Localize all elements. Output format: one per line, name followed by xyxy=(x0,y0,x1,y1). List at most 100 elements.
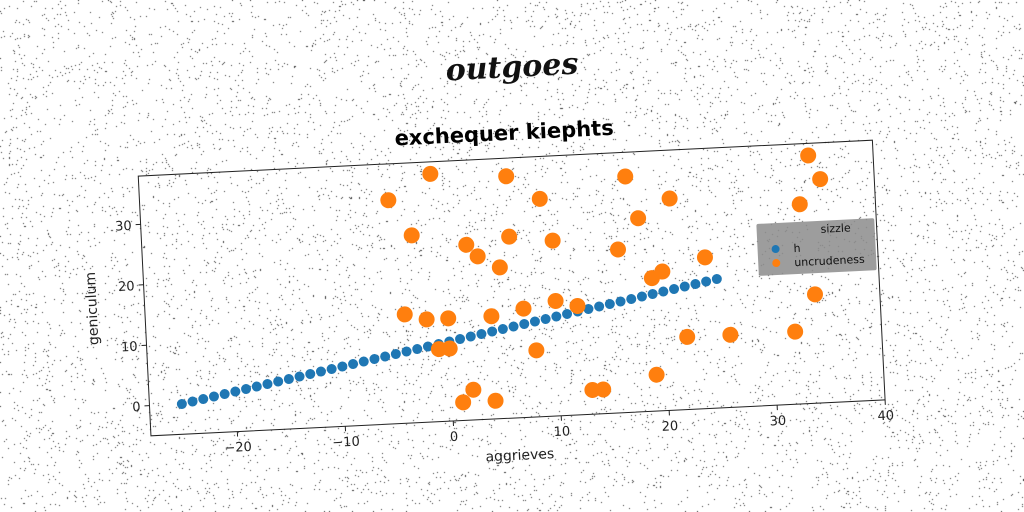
data-point-uncrudeness xyxy=(569,297,586,314)
data-point-uncrudeness xyxy=(458,236,475,253)
y-axis-label: geniculum xyxy=(83,272,103,346)
x-tick-label: 30 xyxy=(769,414,786,430)
data-point-uncrudeness xyxy=(791,196,808,213)
data-point-uncrudeness xyxy=(544,232,561,249)
series-h xyxy=(176,273,722,410)
data-point-uncrudeness xyxy=(455,394,472,411)
data-point-h xyxy=(562,308,573,319)
data-point-h xyxy=(390,349,401,360)
data-point-h xyxy=(412,344,423,355)
data-point-h xyxy=(337,361,348,372)
data-point-uncrudeness xyxy=(800,147,817,164)
data-point-uncrudeness xyxy=(661,190,678,207)
legend-marker-uncrudeness xyxy=(772,259,781,268)
data-point-uncrudeness xyxy=(630,210,647,227)
data-point-uncrudeness xyxy=(787,323,804,340)
legend-label-h: h xyxy=(793,242,801,255)
data-point-h xyxy=(455,334,466,345)
data-point-h xyxy=(219,389,230,400)
data-point-h xyxy=(348,359,359,370)
data-point-h xyxy=(669,284,680,295)
series-uncrudeness xyxy=(380,147,829,411)
axis-ticks: −20 −10 0 10 20 30 40 0 10 20 30 xyxy=(115,219,895,456)
x-tick-label: 0 xyxy=(450,430,459,445)
plot-title: exchequer kiephts xyxy=(394,116,614,151)
data-point-h xyxy=(315,366,326,377)
data-point-uncrudeness xyxy=(610,241,627,258)
data-point-h xyxy=(519,319,530,330)
data-point-uncrudeness xyxy=(403,227,420,244)
legend: sizzle h uncrudeness xyxy=(756,218,877,276)
data-point-h xyxy=(658,286,669,297)
legend-label-uncrudeness: uncrudeness xyxy=(794,253,865,269)
data-point-uncrudeness xyxy=(547,292,564,309)
data-point-uncrudeness xyxy=(483,308,500,325)
data-point-h xyxy=(583,304,594,315)
data-point-h xyxy=(476,329,487,340)
y-tick-label: 20 xyxy=(118,279,135,295)
data-point-uncrudeness xyxy=(498,168,515,185)
data-point-uncrudeness xyxy=(812,171,829,188)
data-point-h xyxy=(208,391,219,402)
data-point-h xyxy=(647,288,658,299)
data-point-h xyxy=(422,341,433,352)
data-point-uncrudeness xyxy=(491,259,508,276)
data-point-uncrudeness xyxy=(430,341,447,358)
data-point-h xyxy=(273,376,284,387)
data-point-h xyxy=(305,369,316,380)
data-point-h xyxy=(401,346,412,357)
data-point-uncrudeness xyxy=(722,326,739,343)
y-tick-label: 10 xyxy=(121,340,138,356)
data-point-uncrudeness xyxy=(648,366,665,383)
data-point-uncrudeness xyxy=(418,311,435,328)
data-point-h xyxy=(380,351,391,362)
data-point-h xyxy=(604,299,615,310)
data-point-h xyxy=(358,356,369,367)
data-point-h xyxy=(241,384,252,395)
data-point-h xyxy=(508,321,519,332)
data-point-uncrudeness xyxy=(528,342,545,359)
data-point-h xyxy=(465,331,476,342)
data-point-uncrudeness xyxy=(595,381,612,398)
legend-title: sizzle xyxy=(820,221,851,235)
data-point-h xyxy=(529,316,540,327)
data-point-h xyxy=(294,371,305,382)
data-point-h xyxy=(636,291,647,302)
legend-marker-h xyxy=(771,245,780,254)
data-point-uncrudeness xyxy=(643,270,660,287)
x-axis-label: aggrieves xyxy=(485,446,555,465)
data-point-h xyxy=(679,281,690,292)
data-point-h xyxy=(230,386,241,397)
x-tick-label: 40 xyxy=(877,408,894,424)
y-tick-label: 30 xyxy=(115,219,132,235)
data-point-h xyxy=(326,364,337,375)
data-point-h xyxy=(283,374,294,385)
data-point-uncrudeness xyxy=(501,228,518,245)
data-point-h xyxy=(551,311,562,322)
data-point-h xyxy=(690,279,701,290)
rotated-plot-group: exchequer kiephts −20 −10 0 10 20 30 40 0 10 20 30… xyxy=(83,116,895,466)
data-point-h xyxy=(711,273,722,284)
data-point-h xyxy=(701,276,712,287)
data-point-uncrudeness xyxy=(679,328,696,345)
data-point-h xyxy=(594,301,605,312)
data-point-h xyxy=(369,353,380,364)
data-point-h xyxy=(198,394,209,405)
data-point-uncrudeness xyxy=(465,381,482,398)
data-point-h xyxy=(626,294,637,305)
plot-marks xyxy=(176,147,829,411)
data-point-h xyxy=(497,323,508,334)
x-tick-label: −20 xyxy=(224,440,252,456)
data-point-uncrudeness xyxy=(617,168,634,185)
data-point-h xyxy=(176,399,187,410)
data-point-h xyxy=(262,379,273,390)
data-point-h xyxy=(540,314,551,325)
axes-frame xyxy=(137,139,886,437)
data-point-uncrudeness xyxy=(396,306,413,323)
data-point-uncrudeness xyxy=(380,192,397,209)
data-point-uncrudeness xyxy=(515,300,532,317)
data-point-uncrudeness xyxy=(469,248,486,265)
data-point-uncrudeness xyxy=(440,310,457,327)
x-tick-label: −10 xyxy=(332,435,360,451)
